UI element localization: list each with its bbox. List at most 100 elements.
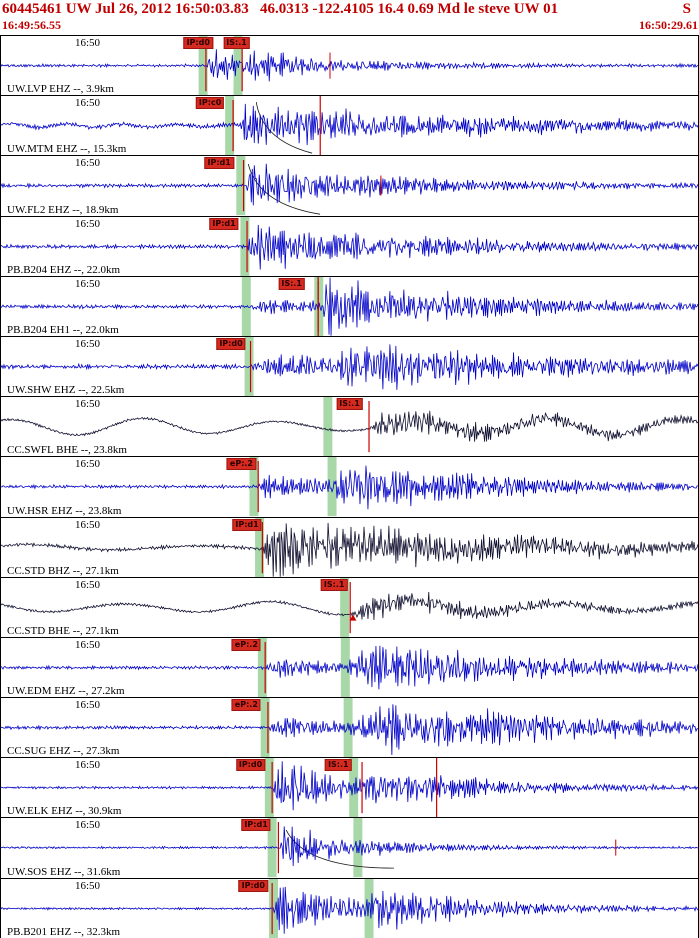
- waveform-panel[interactable]: 16:50 PB.B204 EHZ --, 22.0km IP:d1: [1, 215, 698, 276]
- waveform-panel[interactable]: 16:50 CC.SWFL BHE --, 23.8km IS:.1: [1, 396, 698, 457]
- station-label: UW.HSR EHZ --, 23.8km: [7, 504, 122, 517]
- pick-label[interactable]: IS:.1: [320, 578, 348, 591]
- pick-label[interactable]: IS:.1: [223, 37, 250, 49]
- trace-canvas[interactable]: [1, 818, 698, 878]
- trace-canvas[interactable]: [1, 36, 698, 96]
- seismogram-trace[interactable]: [1, 522, 698, 577]
- pick-labels: IP:d1: [1, 156, 698, 215]
- waveform-panel[interactable]: 16:50 CC.SUG EHZ --, 27.3km eP:.2: [1, 697, 698, 758]
- waveform-panel[interactable]: 16:50 UW.SHW EHZ --, 22.5km IP:d0: [1, 335, 698, 397]
- pick-label[interactable]: IP:d0: [235, 759, 266, 772]
- predicted-arrival-band: [255, 517, 265, 577]
- waveform-panel[interactable]: 16:50 CC.STD BHZ --, 27.1km IP:d1: [1, 516, 698, 577]
- pick-labels: eP:.2: [1, 457, 698, 516]
- waveform-panel[interactable]: 16:50 CC.STD BHE --, 27.1km IS:.1: [1, 576, 698, 637]
- station-label: PB.B201 EHZ --, 32.3km: [7, 925, 121, 938]
- trace-canvas[interactable]: [1, 517, 698, 577]
- waveform-panel[interactable]: 16:50 UW.LVP EHZ --, 3.9km IP:d0 IS:.1: [1, 35, 698, 96]
- seismogram-trace[interactable]: [1, 761, 698, 811]
- pick-labels: IS:.1: [1, 397, 698, 456]
- waveform-panel[interactable]: 16:50 UW.EDM EHZ --, 27.2km eP:.2: [1, 636, 698, 698]
- trace-time-label: 16:50: [75, 337, 101, 350]
- pick-label[interactable]: IP:d0: [238, 879, 268, 892]
- seismogram-trace[interactable]: [1, 164, 698, 206]
- seismogram-trace[interactable]: [1, 886, 698, 934]
- station-label: UW.ELK EHZ --, 30.9km: [7, 805, 122, 818]
- waveform-panel[interactable]: 16:50 PB.B204 EH1 --, 22.0km IS:.1: [1, 275, 698, 336]
- seismogram-trace[interactable]: [1, 410, 698, 442]
- pick-label[interactable]: IP:d1: [241, 819, 271, 832]
- seismogram-trace[interactable]: [1, 49, 698, 82]
- pick-label[interactable]: IP:d0: [183, 37, 213, 49]
- trace-canvas[interactable]: [1, 397, 698, 457]
- trace-canvas[interactable]: [1, 758, 698, 818]
- waveform-panel[interactable]: 16:50 UW.SOS EHZ --, 31.6km IP:d1: [1, 817, 698, 878]
- trace-canvas[interactable]: [1, 457, 698, 517]
- predicted-arrival-band: [340, 637, 350, 698]
- trace-canvas[interactable]: [1, 156, 698, 216]
- pick-labels: IP:d1: [1, 518, 698, 577]
- pick-label[interactable]: IS:.1: [336, 398, 363, 411]
- predicted-arrival-band: [198, 36, 208, 96]
- station-label: UW.MTM EHZ --, 15.3km: [7, 143, 127, 156]
- pick-labels: IP:d0: [1, 337, 698, 396]
- seismogram-trace[interactable]: [1, 104, 698, 146]
- trace-canvas[interactable]: [1, 698, 698, 758]
- predicted-arrival-band: [349, 758, 359, 818]
- pick-label[interactable]: eP:.2: [231, 638, 261, 651]
- seismogram-trace[interactable]: [1, 704, 698, 756]
- event-header: 60445461 UW Jul 26, 2012 16:50:03.83 46.…: [0, 0, 699, 35]
- trace-time-label: 16:50: [75, 518, 101, 531]
- seismogram-trace[interactable]: [1, 645, 698, 690]
- seismogram-trace[interactable]: [1, 826, 698, 867]
- seismogram-trace[interactable]: [1, 277, 698, 336]
- pick-label[interactable]: IS:.1: [325, 759, 352, 772]
- pick-label[interactable]: IS:.1: [278, 277, 305, 290]
- trace-time-label: 16:50: [75, 638, 101, 651]
- waveform-panel[interactable]: 16:50 UW.FL2 EHZ --, 18.9km IP:d1: [1, 155, 698, 216]
- seismogram-trace[interactable]: [1, 591, 698, 620]
- trace-time-label: 16:50: [75, 277, 101, 290]
- pick-labels: eP:.2: [1, 698, 698, 757]
- trace-canvas[interactable]: [1, 216, 698, 276]
- window-start-time: 16:49:56.55: [2, 18, 61, 32]
- waveform-panel[interactable]: 16:50 UW.MTM EHZ --, 15.3km IP:c0: [1, 95, 698, 156]
- trace-canvas[interactable]: [1, 276, 698, 336]
- trace-canvas[interactable]: [1, 577, 698, 637]
- pick-label[interactable]: IP:d1: [204, 157, 234, 170]
- station-label: UW.EDM EHZ --, 27.2km: [7, 685, 125, 698]
- seismogram-trace[interactable]: [1, 465, 698, 510]
- trace-time-label: 16:50: [75, 458, 101, 471]
- trace-canvas[interactable]: [1, 336, 698, 397]
- pick-label[interactable]: IP:d1: [209, 217, 239, 230]
- pick-triangle-marker: [349, 614, 357, 621]
- waveform-panel[interactable]: 16:50 UW.HSR EHZ --, 23.8km eP:.2: [1, 456, 698, 517]
- pick-label[interactable]: eP:.2: [231, 699, 261, 712]
- window-end-time: 16:50:29.61: [639, 18, 698, 32]
- pick-label[interactable]: IP:d0: [216, 337, 246, 350]
- trace-time-label: 16:50: [75, 879, 101, 892]
- predicted-arrival-band: [343, 698, 353, 758]
- association-curve: [285, 830, 394, 869]
- pick-label[interactable]: eP:.2: [226, 458, 256, 471]
- seismogram-list: 16:50 UW.LVP EHZ --, 3.9km IP:d0 IS:.1 16…: [0, 35, 699, 938]
- waveform-panel[interactable]: 16:50 UW.ELK EHZ --, 30.9km IP:d0 IS:.1: [1, 757, 698, 818]
- trace-time-label: 16:50: [75, 819, 101, 832]
- trace-canvas[interactable]: [1, 637, 698, 698]
- pick-label[interactable]: IP:c0: [195, 97, 225, 110]
- station-label: CC.STD BHE --, 27.1km: [7, 624, 119, 637]
- pick-labels: IS:.1: [1, 578, 698, 637]
- seismogram-trace[interactable]: [1, 224, 698, 270]
- predicted-arrival-band: [257, 637, 267, 698]
- station-label: UW.LVP EHZ --, 3.9km: [7, 83, 114, 96]
- pick-label[interactable]: IP:d1: [232, 518, 262, 531]
- station-label: PB.B204 EHZ --, 22.0km: [7, 263, 121, 276]
- pick-labels: IS:.1: [1, 277, 698, 336]
- station-label: CC.SUG EHZ --, 27.3km: [7, 745, 120, 758]
- trace-canvas[interactable]: [1, 96, 698, 156]
- station-label: UW.SOS EHZ --, 31.6km: [7, 865, 121, 878]
- seismogram-trace[interactable]: [1, 344, 698, 390]
- trace-canvas[interactable]: [1, 878, 698, 938]
- waveform-panel[interactable]: 16:50 PB.B201 EHZ --, 32.3km IP:d0: [1, 877, 698, 938]
